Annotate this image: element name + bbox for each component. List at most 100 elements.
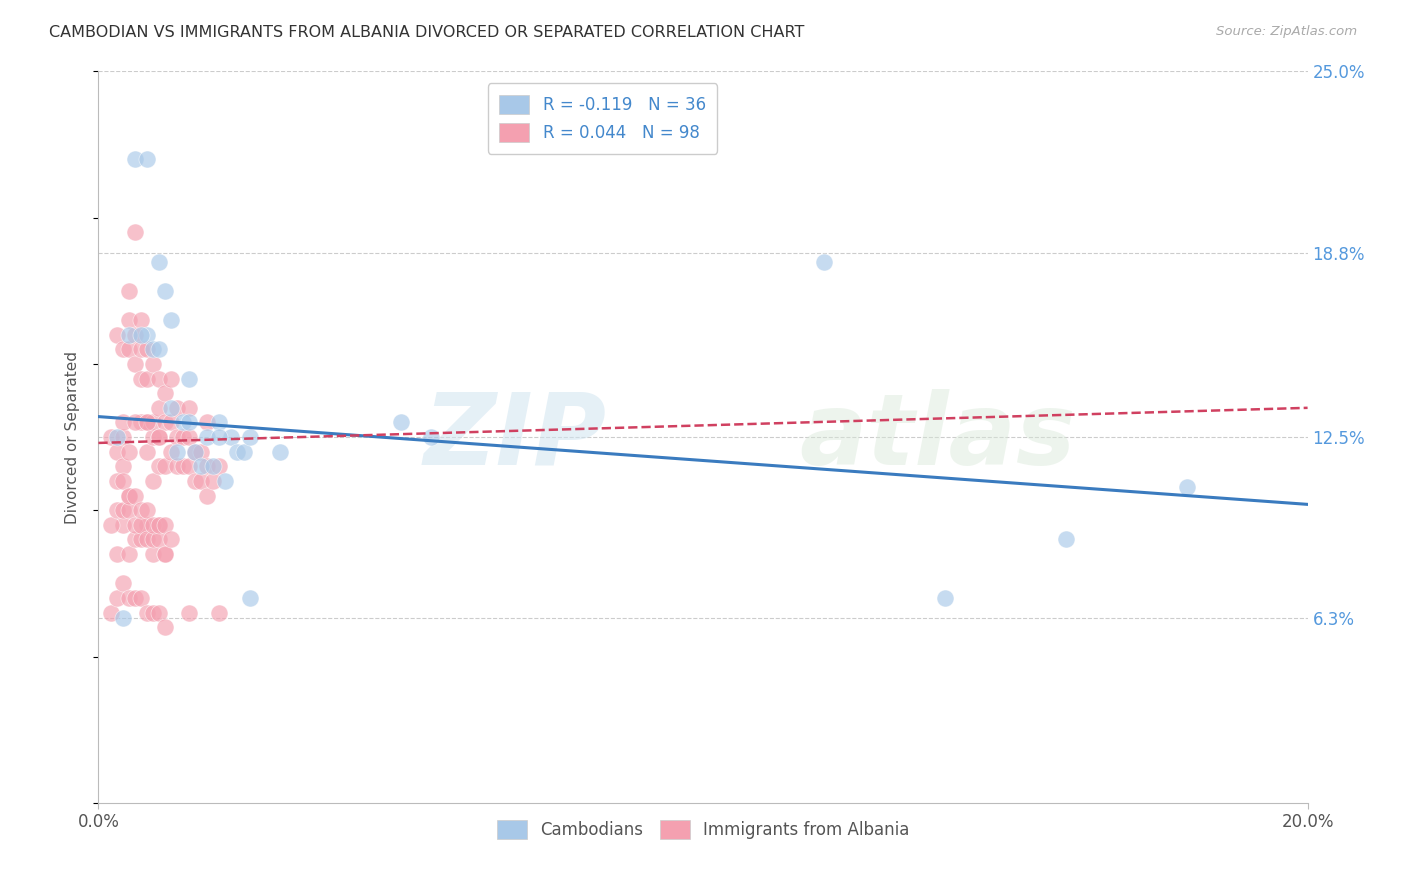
Point [195,430,218,444]
Point [135,416,157,430]
Point [389,416,412,430]
Point [118,327,141,342]
Point [221,430,243,444]
Point [190,474,212,488]
Point [142,430,165,444]
Point [208,416,231,430]
Point [148,401,170,415]
Point [153,547,176,561]
Point [100,606,122,620]
Point [148,517,170,532]
Point [118,547,141,561]
Point [179,459,201,474]
Point [129,503,152,517]
Point [135,416,157,430]
Point [124,416,146,430]
Point [142,533,165,547]
Point [166,401,188,415]
Point [118,444,141,458]
Point [105,503,128,517]
Point [195,489,218,503]
Point [153,547,176,561]
Point [129,517,152,532]
Point [190,459,212,474]
Legend: Cambodians, Immigrants from Albania: Cambodians, Immigrants from Albania [486,810,920,849]
Point [105,430,128,444]
Point [105,327,128,342]
Point [111,459,134,474]
Point [184,444,207,458]
Point [124,225,146,239]
Point [214,474,236,488]
Point [195,459,218,474]
Point [142,343,165,357]
Point [105,474,128,488]
Point [153,386,176,401]
Point [153,620,176,634]
Point [135,152,157,166]
Point [195,416,218,430]
Point [118,503,141,517]
Point [208,430,231,444]
Point [124,533,146,547]
Point [129,371,152,385]
Point [148,343,170,357]
Point [934,591,956,605]
Point [135,606,157,620]
Point [111,416,134,430]
Point [129,327,152,342]
Point [148,517,170,532]
Point [142,416,165,430]
Point [239,591,262,605]
Point [124,517,146,532]
Point [111,503,134,517]
Point [172,430,194,444]
Point [166,459,188,474]
Point [111,576,134,591]
Point [166,444,188,458]
Point [160,416,183,430]
Point [184,474,207,488]
Point [142,357,165,371]
Point [100,430,122,444]
Text: Source: ZipAtlas.com: Source: ZipAtlas.com [1216,25,1357,38]
Point [179,606,201,620]
Point [148,254,170,268]
Point [129,313,152,327]
Point [142,517,165,532]
Point [148,459,170,474]
Point [124,489,146,503]
Point [239,430,262,444]
Point [202,474,225,488]
Point [179,430,201,444]
Point [135,503,157,517]
Point [111,474,134,488]
Point [179,401,201,415]
Point [105,591,128,605]
Point [179,371,201,385]
Point [111,430,134,444]
Point [160,444,183,458]
Point [813,254,835,268]
Point [135,517,157,532]
Point [153,517,176,532]
Point [129,416,152,430]
Point [160,313,183,327]
Point [124,327,146,342]
Point [142,474,165,488]
Point [118,313,141,327]
Text: ZIP: ZIP [423,389,606,485]
Point [129,591,152,605]
Point [179,416,201,430]
Point [111,517,134,532]
Point [118,284,141,298]
Point [142,547,165,561]
Point [135,327,157,342]
Point [148,371,170,385]
Point [232,444,254,458]
Point [129,533,152,547]
Point [105,547,128,561]
Point [226,444,249,458]
Text: atlas: atlas [800,389,1076,485]
Point [148,430,170,444]
